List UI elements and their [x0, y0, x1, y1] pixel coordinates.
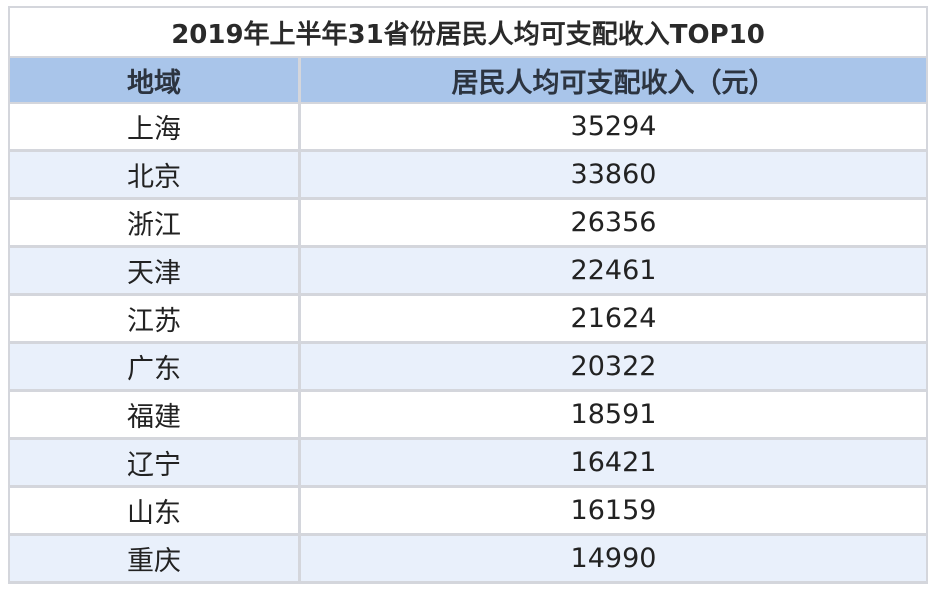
region-cell: 重庆	[10, 536, 298, 581]
region-cell: 上海	[10, 104, 298, 149]
region-cell: 北京	[10, 152, 298, 197]
region-cell: 浙江	[10, 200, 298, 245]
income-cell: 35294	[301, 104, 926, 149]
region-cell: 山东	[10, 488, 298, 533]
region-cell: 福建	[10, 392, 298, 437]
income-cell: 33860	[301, 152, 926, 197]
header-cell: 地域	[10, 58, 298, 102]
income-cell: 20322	[301, 344, 926, 389]
region-cell: 辽宁	[10, 440, 298, 485]
income-cell: 21624	[301, 296, 926, 341]
income-cell: 16421	[301, 440, 926, 485]
income-cell: 26356	[301, 200, 926, 245]
header-cell: 居民人均可支配收入（元）	[301, 58, 926, 102]
table-title: 2019年上半年31省份居民人均可支配收入TOP10	[10, 8, 926, 56]
table: 2019年上半年31省份居民人均可支配收入TOP10 地域 居民人均可支配收入（元…	[8, 6, 928, 584]
region-cell: 天津	[10, 248, 298, 293]
income-cell: 16159	[301, 488, 926, 533]
region-cell: 广东	[10, 344, 298, 389]
income-cell: 14990	[301, 536, 926, 581]
income-cell: 18591	[301, 392, 926, 437]
income-cell: 22461	[301, 248, 926, 293]
region-cell: 江苏	[10, 296, 298, 341]
